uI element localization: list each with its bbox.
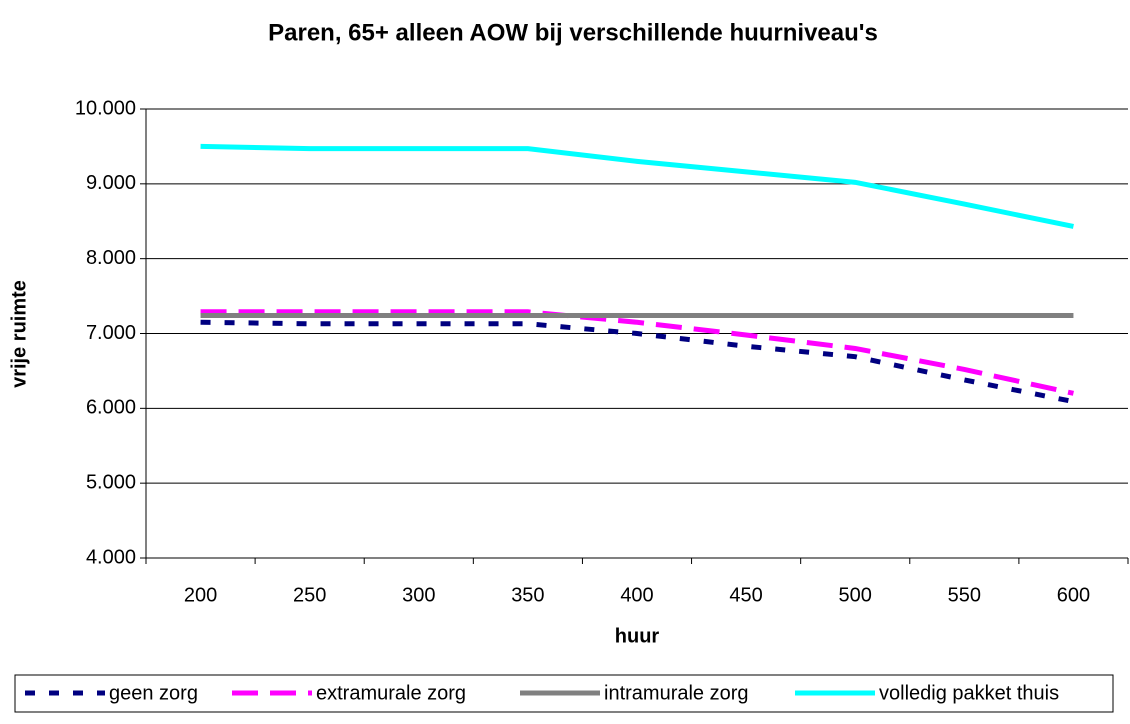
x-tick-label: 250 bbox=[293, 584, 326, 606]
x-tick-label: 200 bbox=[184, 584, 217, 606]
y-tick-label: 8.000 bbox=[86, 247, 136, 269]
series-line bbox=[200, 143, 1074, 229]
x-tick-label: 450 bbox=[729, 584, 762, 606]
x-tick-label: 300 bbox=[402, 584, 435, 606]
y-tick-label: 5.000 bbox=[86, 471, 136, 493]
legend-label: geen zorg bbox=[109, 682, 198, 704]
x-tick-label: 550 bbox=[948, 584, 981, 606]
legend-label: intramurale zorg bbox=[604, 682, 749, 704]
y-tick-label: 9.000 bbox=[86, 172, 136, 194]
y-axis-title: vrije ruimte bbox=[8, 280, 30, 388]
x-axis-title: huur bbox=[615, 625, 660, 647]
legend-label: extramurale zorg bbox=[316, 682, 466, 704]
x-tick-label: 350 bbox=[511, 584, 544, 606]
y-tick-label: 6.000 bbox=[86, 397, 136, 419]
y-tick-label: 7.000 bbox=[86, 322, 136, 344]
y-tick-label: 10.000 bbox=[75, 97, 136, 119]
x-tick-label: 400 bbox=[620, 584, 653, 606]
x-tick-label: 500 bbox=[839, 584, 872, 606]
y-tick-label: 4.000 bbox=[86, 546, 136, 568]
chart-title: Paren, 65+ alleen AOW bij verschillende … bbox=[268, 19, 878, 46]
x-tick-label: 600 bbox=[1057, 584, 1090, 606]
series-line bbox=[200, 319, 1074, 405]
legend-label: volledig pakket thuis bbox=[879, 682, 1059, 704]
series-line bbox=[200, 309, 1074, 396]
